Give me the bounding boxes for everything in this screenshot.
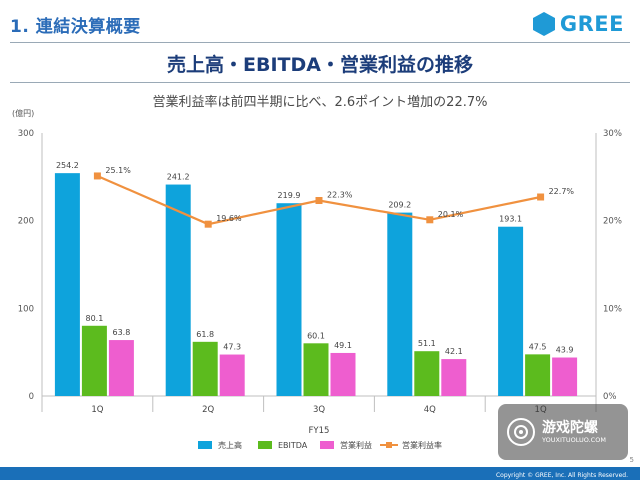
bar-2-3 <box>441 359 467 396</box>
x-group-label: FY15 <box>309 426 330 436</box>
bar-data-label: 61.8 <box>196 330 214 339</box>
legend-label: 売上高 <box>218 440 242 450</box>
bar-2-2 <box>330 352 356 396</box>
bar-0-2 <box>276 203 302 396</box>
y2-tick-label: 30% <box>603 129 622 139</box>
legend-swatch <box>320 441 334 449</box>
bar-0-4 <box>498 226 524 396</box>
slide-subtitle: 営業利益率は前四半期に比べ、2.6ポイント増加の22.7% <box>152 95 488 110</box>
watermark: 游戏陀螺 YOUXITUOLUO.COM <box>498 404 628 460</box>
hexagon-logo-icon <box>532 12 555 36</box>
section-title: 1. 連結決算概要 <box>10 17 141 37</box>
bar-data-label: 241.2 <box>167 173 190 182</box>
bar-1-1 <box>192 341 218 396</box>
y-tick-label: 100 <box>18 304 34 314</box>
bar-1-4 <box>525 354 551 396</box>
bar-data-label: 60.1 <box>307 331 325 340</box>
y-tick-label: 200 <box>18 217 34 227</box>
bar-0-3 <box>387 212 413 396</box>
bar-data-label: 80.1 <box>85 314 103 323</box>
bar-1-3 <box>414 351 440 396</box>
x-tick-label: 4Q <box>424 405 436 415</box>
line-data-label: 20.1% <box>438 210 464 219</box>
line-data-label: 19.6% <box>216 214 242 223</box>
bar-data-label: 254.2 <box>56 161 79 170</box>
bar-data-label: 47.3 <box>223 343 241 352</box>
footer-bar: Copyright © GREE, Inc. All Rights Reserv… <box>0 467 640 480</box>
y-tick-label: 0 <box>29 392 34 402</box>
y-axis-unit-label: (億円) <box>12 108 34 118</box>
watermark-subtext: YOUXITUOLUO.COM <box>542 435 606 444</box>
bar-data-label: 209.2 <box>388 201 411 210</box>
line-marker <box>93 172 101 180</box>
legend-label: 営業利益率 <box>402 440 442 450</box>
bar-2-1 <box>219 354 245 396</box>
watermark-text: 游戏陀螺 <box>542 419 598 436</box>
logo-text: GREE <box>559 12 624 36</box>
line-data-label: 22.3% <box>327 191 353 200</box>
y-tick-label: 300 <box>18 129 34 139</box>
header-divider <box>10 42 630 43</box>
y2-tick-label: 20% <box>603 217 622 227</box>
watermark-logo-icon <box>507 418 535 446</box>
gree-logo: GREE <box>532 12 624 36</box>
bar-data-label: 47.5 <box>529 342 547 351</box>
legend-swatch-marker <box>386 442 392 448</box>
line-data-label: 22.7% <box>549 187 575 196</box>
legend-swatch <box>198 441 212 449</box>
bar-data-label: 193.1 <box>499 215 522 224</box>
x-tick-label: 1Q <box>91 405 103 415</box>
bar-data-label: 219.9 <box>278 191 301 200</box>
bar-2-0 <box>108 340 134 396</box>
y2-tick-label: 10% <box>603 304 622 314</box>
x-tick-label: 2Q <box>202 405 214 415</box>
title-divider <box>10 82 630 83</box>
bar-data-label: 51.1 <box>418 339 436 348</box>
slide-title: 売上高・EBITDA・営業利益の推移 <box>167 54 473 76</box>
bar-1-0 <box>81 325 107 396</box>
legend-swatch <box>258 441 272 449</box>
copyright-text: Copyright © GREE, Inc. All Rights Reserv… <box>495 472 628 479</box>
bar-2-4 <box>552 357 578 396</box>
line-marker <box>537 193 545 201</box>
line-data-label: 25.1% <box>105 166 131 175</box>
page-number: 5 <box>629 456 634 464</box>
x-tick-label: 3Q <box>313 405 325 415</box>
line-marker <box>315 197 323 205</box>
bar-1-2 <box>303 343 329 396</box>
bar-data-label: 43.9 <box>556 346 574 355</box>
bar-data-label: 63.8 <box>112 328 130 337</box>
legend-label: EBITDA <box>278 441 308 450</box>
bar-data-label: 49.1 <box>334 341 352 350</box>
line-marker <box>426 216 434 224</box>
y2-tick-label: 0% <box>603 392 617 402</box>
bar-data-label: 42.1 <box>445 347 463 356</box>
bar-0-1 <box>165 184 191 396</box>
legend-label: 営業利益 <box>340 440 372 450</box>
bar-0-0 <box>54 173 80 396</box>
line-marker <box>204 220 212 228</box>
